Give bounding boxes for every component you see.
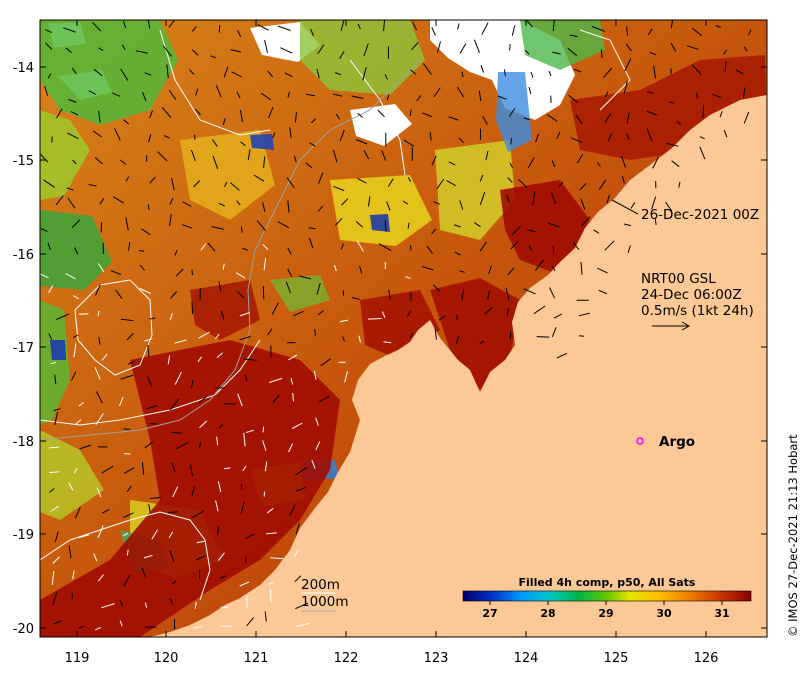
x-tick-120: 120 [154, 651, 179, 666]
x-tick-122: 122 [334, 651, 359, 666]
current-vector-402 [510, 332, 511, 340]
x-axis-labels: 119 120 121 122 123 124 125 126 [65, 651, 719, 666]
current-vector-345 [263, 286, 264, 299]
gsl-date: 24-Dec 06:00Z [641, 287, 742, 303]
map-plot-area [39, 17, 767, 637]
depth-200m-label: 200m [301, 577, 340, 593]
colorbar-title: Filled 4h comp, p50, All Sats [519, 576, 696, 589]
gsl-title: NRT00 GSL [641, 271, 716, 287]
timestamp-label: 26-Dec-2021 00Z [641, 207, 759, 223]
current-vector-366 [192, 302, 193, 314]
current-vector-238 [148, 205, 149, 211]
current-vector-361 [79, 314, 89, 315]
current-vector-454 [263, 427, 264, 433]
colorbar-gradient [463, 591, 751, 601]
x-tick-123: 123 [424, 651, 449, 666]
x-tick-126: 126 [694, 651, 719, 666]
y-tick-16: -16 [13, 248, 34, 263]
colorbar-label-27: 27 [482, 607, 497, 620]
current-vector-156 [195, 135, 196, 140]
y-tick-15: -15 [13, 154, 34, 169]
current-vector-269 [242, 227, 243, 233]
colorbar-label-30: 30 [656, 607, 672, 620]
depth-1000m-label: 1000m [301, 594, 349, 610]
current-vector-348 [343, 290, 344, 296]
x-tick-124: 124 [514, 651, 539, 666]
colorbar-label-29: 29 [598, 607, 613, 620]
current-vector-373 [368, 319, 382, 320]
current-vector-403 [537, 337, 550, 338]
current-vector-448 [124, 429, 131, 430]
y-tick-18: -18 [13, 435, 34, 450]
x-tick-125: 125 [604, 651, 629, 666]
y-axis-labels: -14 -15 -16 -17 -18 -19 -20 [13, 61, 34, 637]
current-vector-135 [410, 110, 411, 117]
x-tick-119: 119 [65, 651, 90, 666]
colorbar-label-31: 31 [714, 607, 729, 620]
current-vector-49 [510, 44, 511, 51]
current-vector-318 [192, 270, 193, 275]
y-tick-20: -20 [13, 622, 34, 637]
current-vector-7 [219, 25, 220, 33]
y-tick-19: -19 [13, 528, 34, 543]
y-tick-14: -14 [13, 61, 34, 76]
current-vector-405 [579, 336, 584, 337]
x-tick-121: 121 [244, 651, 269, 666]
imos-credit: © IMOS 27-Dec-2021 21:13 Hobart [786, 434, 800, 637]
y-tick-17: -17 [13, 341, 34, 356]
current-vector-150 [52, 137, 53, 143]
gsl-scale: 0.5m/s (1kt 24h) [641, 303, 754, 319]
colorbar-label-28: 28 [540, 607, 555, 620]
argo-label: Argo [659, 434, 695, 450]
current-vector-53 [601, 50, 602, 59]
